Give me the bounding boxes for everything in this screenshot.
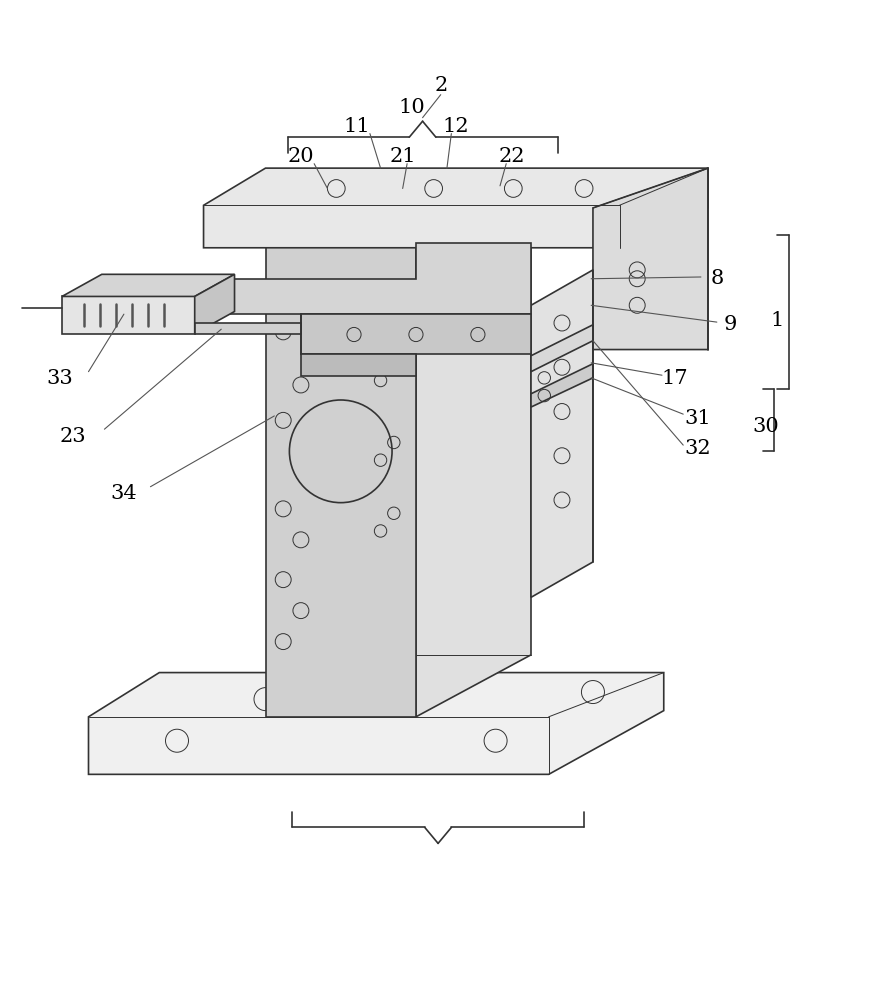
Text: 31: 31 <box>684 409 711 428</box>
Text: 21: 21 <box>389 147 416 166</box>
Text: 33: 33 <box>47 369 73 388</box>
Text: 32: 32 <box>684 439 711 458</box>
Text: 8: 8 <box>711 269 723 288</box>
Text: 20: 20 <box>288 147 314 166</box>
Polygon shape <box>204 243 531 314</box>
Polygon shape <box>531 325 593 372</box>
Text: 11: 11 <box>343 117 370 136</box>
Text: 34: 34 <box>111 484 137 503</box>
Text: 10: 10 <box>398 98 425 117</box>
Text: 2: 2 <box>435 76 447 95</box>
Polygon shape <box>195 323 301 334</box>
Polygon shape <box>416 243 531 717</box>
Polygon shape <box>531 270 593 597</box>
Polygon shape <box>88 673 664 774</box>
Polygon shape <box>204 168 708 248</box>
Text: 22: 22 <box>498 147 525 166</box>
Text: 17: 17 <box>661 369 688 388</box>
Polygon shape <box>195 274 235 334</box>
Polygon shape <box>593 168 708 350</box>
Polygon shape <box>266 243 416 717</box>
Text: 9: 9 <box>723 315 737 334</box>
Text: 23: 23 <box>59 427 86 446</box>
Polygon shape <box>531 364 593 407</box>
Text: 12: 12 <box>442 117 469 136</box>
Text: 1: 1 <box>770 311 784 330</box>
Polygon shape <box>62 274 235 296</box>
Polygon shape <box>301 314 531 354</box>
Polygon shape <box>62 296 195 334</box>
Text: 30: 30 <box>752 417 779 436</box>
Polygon shape <box>301 354 416 376</box>
